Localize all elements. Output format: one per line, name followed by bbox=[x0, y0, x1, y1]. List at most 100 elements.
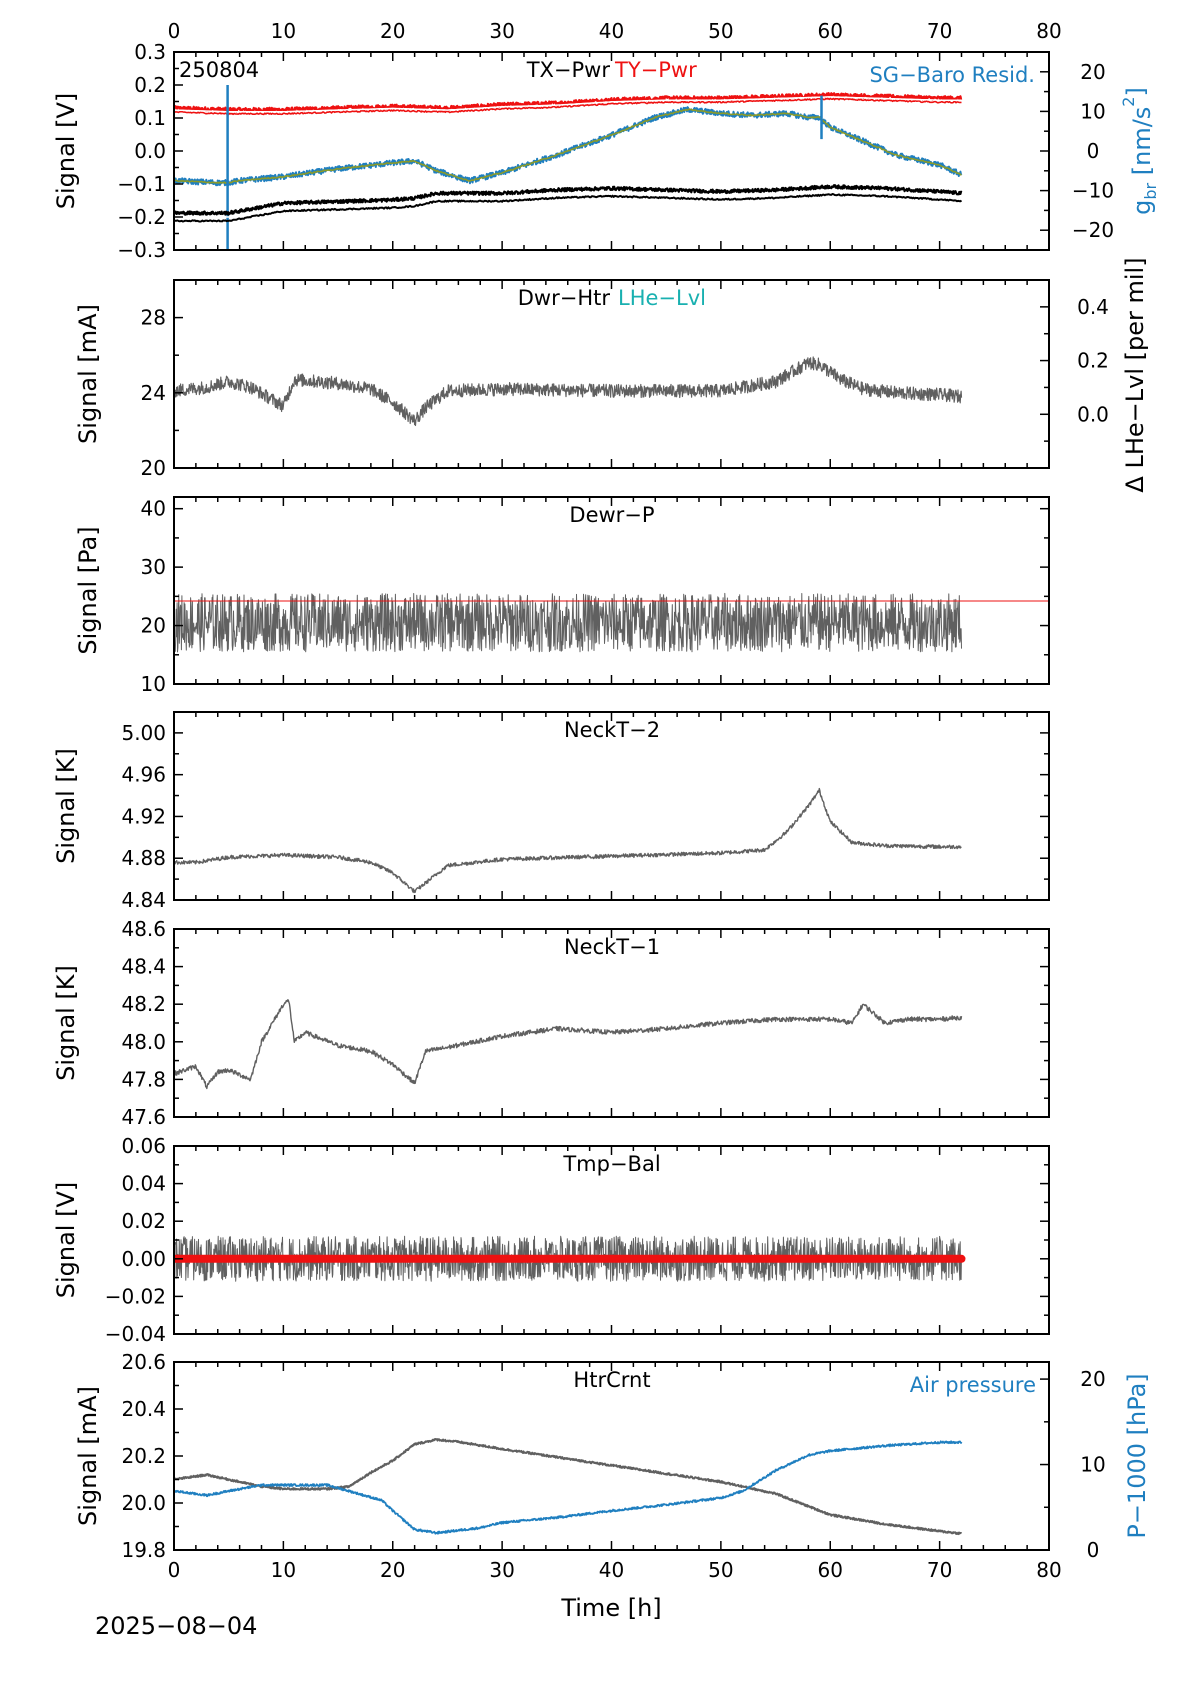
panel-title: NeckT−1 bbox=[564, 935, 660, 959]
legend-dwr-htr: Dwr−Htr bbox=[518, 286, 611, 310]
panel-5: 47.6 47.8 48.0 48.2 48.4 48.6 Signal [K] NeckT−… bbox=[52, 917, 1050, 1129]
plot-area bbox=[174, 787, 962, 894]
series-sg-baro-model bbox=[174, 108, 962, 184]
y-axis-label: Signal [Pa] bbox=[74, 526, 102, 654]
y-tick-label: 0.02 bbox=[121, 1209, 166, 1233]
x-tick-label-top: 70 bbox=[927, 19, 952, 43]
right-y-axis-label: P−1000 [hPa] bbox=[1123, 1373, 1151, 1538]
y-tick-label: 0.2 bbox=[134, 73, 166, 97]
x-tick-label-top: 40 bbox=[599, 19, 624, 43]
x-tick-label-bottom: 80 bbox=[1036, 1558, 1061, 1582]
y-tick-label: 20.2 bbox=[121, 1444, 166, 1468]
y-tick-label: 48.6 bbox=[121, 917, 166, 941]
y-tick-label: −0.3 bbox=[117, 238, 166, 262]
y-tick-label: 24 bbox=[141, 381, 166, 405]
series-neckt-2 bbox=[174, 787, 962, 894]
y-axis-label: Signal [V] bbox=[52, 1182, 80, 1299]
y-tick-label: −0.1 bbox=[117, 172, 166, 196]
y-tick-label: 47.8 bbox=[121, 1067, 166, 1091]
right-y-tick-label: 20 bbox=[1080, 1367, 1105, 1391]
x-tick-label-bottom: 50 bbox=[708, 1558, 733, 1582]
y-tick-label: 0.04 bbox=[121, 1172, 166, 1196]
y-tick-label: 19.8 bbox=[121, 1538, 166, 1562]
x-tick-label-top: 60 bbox=[818, 19, 843, 43]
panel-3: 10 20 30 40 Signal [Pa] Dewr−P bbox=[74, 496, 1050, 696]
y-tick-label: 20.0 bbox=[121, 1491, 166, 1515]
series-ty-pwr bbox=[174, 91, 963, 113]
series-air-pressure bbox=[174, 1440, 963, 1535]
plot-area bbox=[174, 999, 963, 1090]
y-tick-label: 48.4 bbox=[121, 955, 166, 979]
x-tick-label-bottom: 10 bbox=[271, 1558, 296, 1582]
panel-7: 0 10 20 30 40 50 60 70 80 Time [h] 19.8 20.0 20.2 20.… bbox=[74, 1350, 1151, 1622]
right-y-axis-label: Δ LHe−Lvl [per mil] bbox=[1121, 257, 1149, 492]
x-tick-label-top: 20 bbox=[380, 19, 405, 43]
y-tick-label: 4.92 bbox=[121, 804, 166, 828]
legend-ty-pwr: TY−Pwr bbox=[614, 58, 697, 82]
legend-sg-baro-resid: SG−Baro Resid. bbox=[869, 63, 1035, 87]
y-tick-label: 47.6 bbox=[121, 1105, 166, 1129]
x-tick-label-top: 50 bbox=[708, 19, 733, 43]
right-y-tick-label: 20 bbox=[1080, 60, 1105, 84]
panel-title: HtrCrnt bbox=[573, 1368, 650, 1392]
series-dewr-p bbox=[174, 592, 962, 653]
y-tick-label: 4.84 bbox=[121, 888, 166, 912]
plot-area bbox=[174, 1438, 963, 1536]
panel-2: 20 24 28 Signal [mA] 0.0 0.2 0.4 Δ LHe−Lvl [per… bbox=[74, 257, 1149, 492]
y-axis-label: Signal [mA] bbox=[74, 1386, 102, 1526]
legend-air-pressure: Air pressure bbox=[910, 1373, 1036, 1397]
x-tick-label-top: 30 bbox=[489, 19, 514, 43]
y-tick-label: 40 bbox=[141, 497, 166, 521]
panel-id-label: 250804 bbox=[179, 58, 259, 82]
right-y-tick-label: 0 bbox=[1087, 139, 1100, 163]
series-dwr-htr bbox=[174, 356, 963, 427]
y-tick-label: 5.00 bbox=[121, 721, 166, 745]
right-y-tick-label: −10 bbox=[1072, 179, 1114, 203]
right-y-tick-label: 0.2 bbox=[1077, 349, 1109, 373]
x-tick-label-bottom: 60 bbox=[818, 1558, 843, 1582]
y-axis-label: Signal [K] bbox=[52, 748, 80, 864]
y-axis-label: Signal [mA] bbox=[74, 304, 102, 444]
plot-area bbox=[174, 1235, 966, 1282]
y-tick-label: 0.06 bbox=[121, 1134, 166, 1158]
series-ty-pwr-fit bbox=[174, 97, 962, 116]
y-tick-label: 0.0 bbox=[134, 139, 166, 163]
plot-area bbox=[174, 592, 1049, 653]
legend-tx-pwr: TX−Pwr bbox=[526, 58, 611, 82]
y-tick-label: 20.4 bbox=[121, 1397, 166, 1421]
x-tick-label-top: 10 bbox=[271, 19, 296, 43]
panel-6: −0.04 −0.02 0.00 0.02 0.04 0.06 Signal [V] Tmp−… bbox=[52, 1134, 1050, 1346]
right-y-tick-label: 0.4 bbox=[1077, 295, 1109, 319]
y-tick-label: 0.3 bbox=[134, 40, 166, 64]
y-tick-label: 48.0 bbox=[121, 1030, 166, 1054]
y-tick-label: 0.1 bbox=[134, 106, 166, 130]
y-tick-label: 20 bbox=[141, 614, 166, 638]
y-tick-label: −0.2 bbox=[117, 205, 166, 229]
right-y-tick-label: 10 bbox=[1080, 1453, 1105, 1477]
plot-area bbox=[174, 356, 963, 427]
right-y-tick-label: 0 bbox=[1087, 1538, 1100, 1562]
right-y-tick-label: 0.0 bbox=[1077, 402, 1109, 426]
panel-4: 4.84 4.88 4.92 4.96 5.00 Signal [K] NeckT−2 bbox=[52, 711, 1050, 912]
series-tx-pwr bbox=[174, 184, 963, 216]
x-tick-label-bottom: 0 bbox=[168, 1558, 181, 1582]
y-tick-label: 4.96 bbox=[121, 763, 166, 787]
series-neckt-1 bbox=[174, 999, 963, 1090]
y-tick-label: 20.6 bbox=[121, 1350, 166, 1374]
y-axis-label: Signal [K] bbox=[52, 965, 80, 1081]
y-tick-label: 28 bbox=[141, 306, 166, 330]
y-tick-label: 30 bbox=[141, 555, 166, 579]
right-y-tick-label: −20 bbox=[1072, 218, 1114, 242]
panel-1: 0 10 20 30 40 50 60 70 80 −0.3 −0.2 −0.1 0.0 0.1 0.2 0.… bbox=[52, 19, 1160, 262]
date-label: 2025−08−04 bbox=[95, 1612, 257, 1640]
right-y-axis-label: gbr [nm/s2] bbox=[1119, 87, 1160, 215]
panel-title: Tmp−Bal bbox=[562, 1152, 660, 1176]
y-tick-label: −0.04 bbox=[105, 1322, 166, 1346]
right-y-tick-label: 10 bbox=[1080, 99, 1105, 123]
panel-title: NeckT−2 bbox=[564, 718, 660, 742]
series-tx-pwr-fit bbox=[174, 193, 963, 223]
x-tick-label-bottom: 20 bbox=[380, 1558, 405, 1582]
legend-lhe-lvl: LHe−Lvl bbox=[618, 286, 706, 310]
panel-title: Dewr−P bbox=[569, 503, 654, 527]
